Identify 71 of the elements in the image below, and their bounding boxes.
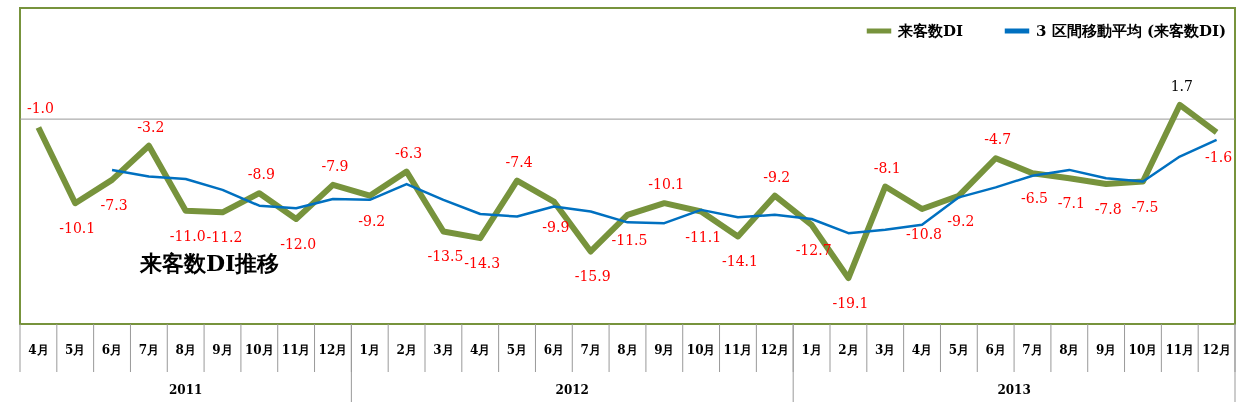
x-tick-label: 1月: [359, 343, 380, 357]
data-label: -19.1: [832, 295, 869, 312]
data-label: -10.1: [59, 220, 96, 237]
x-tick-label: 10月: [686, 343, 716, 357]
data-label: -7.5: [1131, 198, 1159, 215]
data-label: -11.1: [685, 228, 722, 245]
x-tick-label: 2月: [838, 343, 859, 357]
data-label: -7.9: [321, 157, 349, 174]
x-tick-label: 7月: [1022, 343, 1043, 357]
legend-label: 来客数DI: [897, 22, 964, 40]
data-label: -6.3: [395, 144, 423, 161]
data-label: -3.2: [137, 118, 165, 135]
data-label: -9.2: [358, 212, 386, 229]
data-label: -15.9: [574, 268, 611, 285]
x-tick-label: 8月: [617, 343, 638, 357]
x-tick-label: 7月: [580, 343, 601, 357]
x-tick-label: 3月: [433, 343, 454, 357]
data-label: -1.0: [26, 100, 54, 117]
data-label: -14.1: [722, 253, 758, 270]
data-label: -11.2: [206, 229, 243, 246]
data-label: -13.5: [427, 248, 464, 265]
data-label: -11.0: [169, 227, 206, 244]
x-tick-label: 8月: [1059, 343, 1080, 357]
data-label: -7.1: [1057, 195, 1085, 212]
data-label: -10.1: [648, 176, 685, 193]
x-tick-label: 9月: [212, 343, 233, 357]
data-label: -10.8: [906, 226, 942, 243]
x-tick-label: 9月: [654, 343, 675, 357]
x-tick-label: 6月: [543, 343, 565, 357]
data-label: -9.2: [763, 168, 791, 185]
data-label: -7.4: [505, 153, 533, 170]
x-tick-label: 3月: [875, 343, 896, 357]
x-tick-label: 7月: [138, 343, 160, 357]
x-tick-label: 12月: [760, 343, 790, 357]
x-tick-label: 4月: [470, 343, 491, 357]
text: 来客数DI推移: [139, 250, 280, 276]
data-label: -9.9: [542, 218, 570, 235]
x-tick-label: 11月: [281, 343, 311, 357]
x-tick-label: 11月: [723, 343, 753, 357]
data-label: 1.7: [1170, 77, 1193, 94]
x-tick-label: 9月: [1095, 343, 1117, 357]
data-label: -7.3: [100, 196, 128, 213]
data-label: -8.1: [873, 159, 901, 176]
x-tick-label: 2月: [396, 343, 417, 357]
data-label: -8.9: [247, 166, 275, 183]
data-label: -7.8: [1094, 201, 1122, 218]
text: 2012: [555, 383, 589, 397]
x-tick-label: 10月: [1128, 343, 1158, 357]
x-tick-label: 4月: [28, 343, 49, 357]
text: 2013: [997, 383, 1031, 397]
legend-label: 3 区間移動平均 (来客数DI): [1036, 22, 1227, 40]
data-label: -12.0: [280, 236, 317, 253]
x-tick-label: 6月: [101, 343, 123, 357]
x-tick-label: 1月: [801, 343, 822, 357]
x-tick-label: 6月: [985, 343, 1006, 357]
x-tick-label: 8月: [175, 343, 196, 357]
data-label: -6.5: [1021, 190, 1048, 207]
data-label: -14.3: [464, 255, 501, 272]
x-tick-label: 5月: [948, 343, 970, 357]
data-label: -11.5: [611, 231, 648, 248]
x-tick-label: 12月: [1202, 343, 1231, 357]
x-tick-label: 5月: [506, 343, 528, 357]
data-label: -1.6: [1205, 149, 1233, 166]
x-tick-label: 5月: [65, 343, 86, 357]
x-tick-label: 10月: [244, 343, 274, 357]
text: 2011: [168, 383, 203, 397]
x-tick-label: 11月: [1165, 343, 1195, 357]
data-label: -9.2: [947, 212, 975, 229]
x-tick-label: 12月: [318, 343, 348, 357]
data-label: -4.7: [984, 131, 1012, 148]
x-tick-label: 4月: [911, 343, 933, 357]
